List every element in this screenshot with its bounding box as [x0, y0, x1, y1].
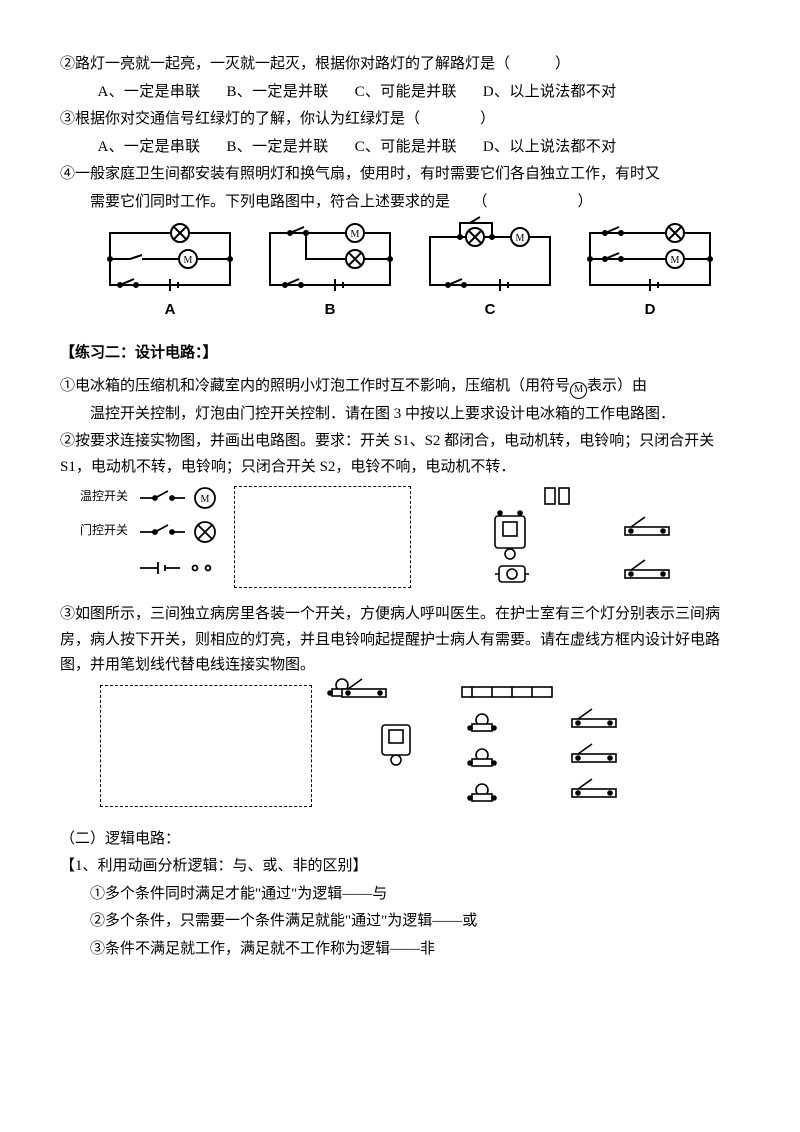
svg-text:M: M: [184, 255, 193, 266]
circuit-B: M B: [260, 223, 400, 323]
q2-opt-d: D、以上说法都不对: [483, 84, 617, 100]
svg-text:温控开关: 温控开关: [80, 489, 128, 503]
q2-stem: ②路灯一亮就一起亮，一灭就一起灭，根据你对路灯的了解路灯是（ ）: [60, 52, 740, 78]
circuit-D: M D: [580, 223, 720, 323]
svg-text:M: M: [201, 494, 210, 505]
q2-opt-c: C、可能是并联: [355, 84, 457, 100]
ex2-p1: ①电冰箱的压缩机和冷藏室内的照明小灯泡工作时互不影响，压缩机（用符号M表示）由: [60, 374, 740, 400]
logic-h1: （二）逻辑电路：: [60, 827, 740, 853]
ex2-diagram-row: 温控开关 M 门控开关: [80, 486, 740, 596]
q3-options: A、一定是串联 B、一定是并联 C、可能是并联 D、以上说法都不对: [60, 135, 740, 161]
svg-text:门控开关: 门控开关: [80, 522, 128, 537]
circuit-A: M A: [100, 223, 240, 323]
q2-opt-a: A、一定是串联: [98, 84, 201, 100]
ex2-p2: ②按要求连接实物图，并画出电路图。要求：开关 S1、S2 都闭合，电动机转，电铃…: [60, 429, 740, 480]
circuit-D-label: D: [580, 297, 720, 323]
circuit-options-row: M A M: [100, 223, 720, 323]
q4-line1: ④一般家庭卫生间都安装有照明灯和换气扇，使用时，有时需要它们各自独立工作，有时又: [60, 162, 740, 188]
devices-1: [425, 486, 705, 596]
exercise2-title: 【练习二：设计电路：】: [60, 341, 740, 367]
logic-h2: 【1、利用动画分析逻辑：与、或、非的区别】: [60, 854, 740, 880]
circuit-A-label: A: [100, 297, 240, 323]
q4-line2: 需要它们同时工作。下列电路图中，符合上述要求的是 （ ）: [60, 190, 740, 216]
circuit-C: M C: [420, 223, 560, 323]
devices-2: [342, 685, 672, 815]
logic-l3: ③条件不满足就工作，满足就不工作称为逻辑——非: [60, 937, 740, 963]
q3-stem: ③根据你对交通信号红绿灯的了解，你认为红绿灯是（ ）: [60, 107, 740, 133]
q2-opt-b: B、一定是并联: [227, 84, 329, 100]
svg-text:M: M: [351, 229, 360, 240]
ex2-p1c: 温控开关控制，灯泡由门控开关控制．请在图 3 中按以上要求设计电冰箱的工作电路图…: [60, 402, 740, 428]
ex2-p1b: 表示）由: [587, 378, 647, 394]
logic-l1: ①多个条件同时满足才能"通过"为逻辑——与: [60, 882, 740, 908]
component-symbols: 温控开关 M 门控开关: [80, 486, 220, 596]
ex2-diagram-row2: [100, 685, 740, 815]
q2-options: A、一定是串联 B、一定是并联 C、可能是并联 D、以上说法都不对: [60, 80, 740, 106]
q3-opt-b: B、一定是并联: [227, 139, 329, 155]
ex2-p3: ③如图所示，三间独立病房里各装一个开关，方便病人呼叫医生。在护士室有三个灯分别表…: [60, 602, 740, 679]
svg-text:M: M: [671, 255, 680, 266]
design-box-2: [100, 685, 312, 807]
q3-opt-a: A、一定是串联: [98, 139, 201, 155]
logic-l2: ②多个条件，只需要一个条件满足就能"通过"为逻辑——或: [60, 909, 740, 935]
q3-opt-c: C、可能是并联: [355, 139, 457, 155]
q3-opt-d: D、以上说法都不对: [483, 139, 617, 155]
circuit-B-label: B: [260, 297, 400, 323]
design-box-1: [234, 486, 411, 588]
ex2-p1a: ①电冰箱的压缩机和冷藏室内的照明小灯泡工作时互不影响，压缩机（用符号: [60, 378, 570, 394]
motor-symbol-icon: M: [570, 382, 587, 399]
svg-text:M: M: [516, 233, 525, 244]
circuit-C-label: C: [420, 297, 560, 323]
